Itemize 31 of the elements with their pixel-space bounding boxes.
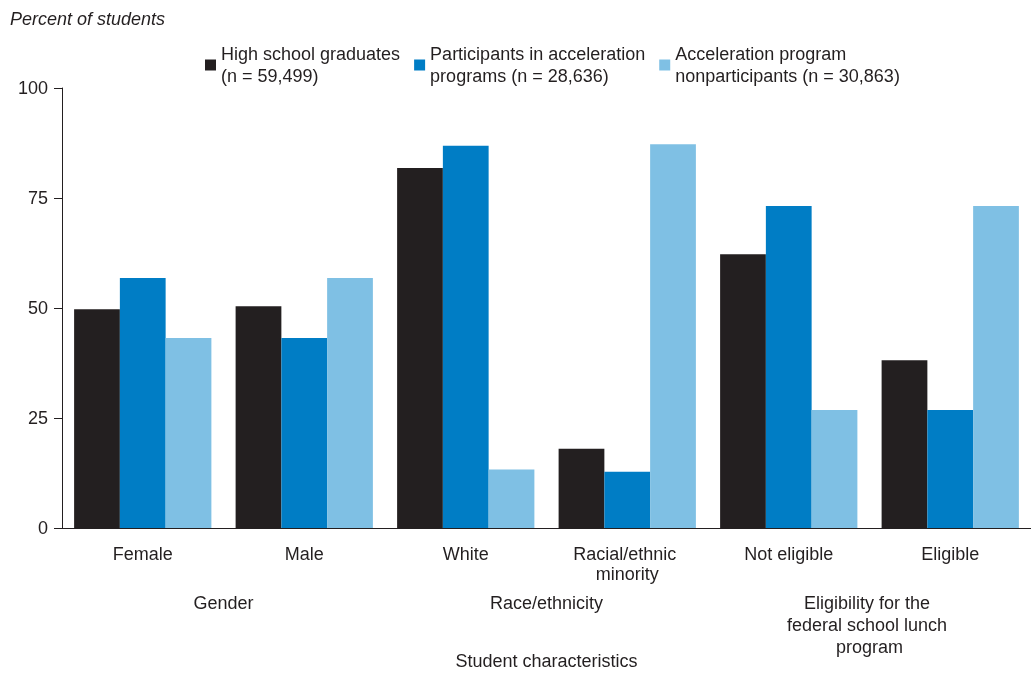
- bar: [765, 205, 812, 528]
- text: Gender: [193, 593, 254, 613]
- legend-label: Participants in acceleration programs (n = 28,636): [430, 44, 646, 86]
- bar: [327, 278, 373, 528]
- bar: [811, 410, 858, 528]
- x-tick-label: Male: [284, 544, 324, 564]
- y-tick-label: 75: [27, 188, 48, 208]
- bar: [973, 205, 1019, 528]
- y-tick-label: 50: [27, 298, 48, 318]
- bar: [650, 144, 696, 528]
- x-tick-label: Female: [112, 544, 173, 564]
- legend-label: Acceleration program nonparticipants (n = 30,863): [675, 44, 900, 86]
- bar: [119, 278, 166, 528]
- x-tick-label: White: [442, 544, 489, 564]
- text: Eligibility for the federal school lunch program: [786, 593, 953, 657]
- x-tick-label: Racial/ethnic minority: [573, 544, 682, 584]
- bar: [281, 337, 328, 528]
- x-tick-label: Not eligible: [744, 544, 834, 564]
- bar: [165, 337, 212, 528]
- bar: [442, 145, 489, 528]
- y-tick-label: 100: [17, 78, 48, 98]
- bar: [488, 469, 535, 528]
- legend-label: High school graduates (n = 59,499): [221, 44, 401, 86]
- y-axis-title: Percent of students: [10, 9, 166, 29]
- text: Race/ethnicity: [489, 593, 604, 613]
- y-tick-label: 25: [27, 408, 48, 428]
- x-tick-label: Eligible: [921, 544, 980, 564]
- y-tick-label: 0: [37, 518, 48, 538]
- bar: [604, 471, 651, 528]
- x-axis-title: Student characteristics: [455, 651, 638, 671]
- bar: [927, 410, 974, 528]
